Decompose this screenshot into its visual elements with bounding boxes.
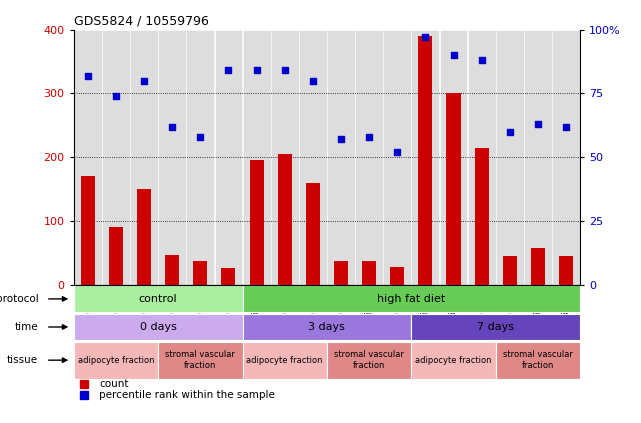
Text: 3 days: 3 days (308, 322, 345, 332)
FancyBboxPatch shape (74, 313, 242, 341)
Bar (496, 30, 524, 285)
Point (279, 67, 290, 74)
Point (308, 77, 318, 84)
Bar (74, 30, 102, 285)
Point (111, 93, 121, 99)
FancyBboxPatch shape (495, 342, 580, 379)
Bar (187, 30, 214, 285)
Point (223, 67, 233, 74)
Point (83, 72, 93, 79)
Bar (447, 93, 460, 285)
Bar (109, 228, 123, 285)
Point (139, 77, 149, 84)
Bar (271, 30, 299, 285)
Bar (221, 268, 235, 285)
FancyBboxPatch shape (158, 342, 242, 379)
Point (336, 136, 346, 143)
Bar (524, 30, 552, 285)
Bar (249, 160, 263, 285)
Bar (362, 261, 376, 285)
Bar (419, 36, 433, 285)
Bar (559, 256, 573, 285)
Point (167, 123, 178, 130)
Point (504, 128, 515, 135)
Bar (412, 30, 439, 285)
Bar (503, 256, 517, 285)
Point (449, 52, 459, 58)
Bar (531, 248, 545, 285)
Bar (468, 30, 495, 285)
Bar (158, 30, 186, 285)
FancyBboxPatch shape (412, 342, 495, 379)
FancyBboxPatch shape (74, 342, 158, 379)
Text: adipocyte fraction: adipocyte fraction (415, 356, 492, 365)
FancyBboxPatch shape (242, 286, 580, 312)
Text: 7 days: 7 days (477, 322, 514, 332)
Bar (474, 148, 488, 285)
Bar (390, 267, 404, 285)
Bar (215, 30, 242, 285)
Text: high fat diet: high fat diet (377, 294, 445, 304)
Text: stromal vascular
fraction: stromal vascular fraction (165, 351, 235, 370)
Bar (137, 189, 151, 285)
Point (533, 121, 543, 127)
Point (420, 34, 431, 41)
Bar (299, 30, 327, 285)
Text: stromal vascular
fraction: stromal vascular fraction (503, 351, 573, 370)
Text: count: count (99, 379, 129, 390)
Bar (102, 30, 130, 285)
Bar (194, 261, 207, 285)
Text: stromal vascular
fraction: stromal vascular fraction (334, 351, 404, 370)
Point (561, 123, 571, 130)
Text: 0 days: 0 days (140, 322, 176, 332)
Text: percentile rank within the sample: percentile rank within the sample (99, 390, 275, 400)
Text: tissue: tissue (7, 355, 38, 365)
FancyBboxPatch shape (74, 286, 242, 312)
Text: control: control (139, 294, 178, 304)
Text: time: time (15, 322, 38, 332)
Bar (243, 30, 271, 285)
Bar (327, 30, 355, 285)
Point (364, 133, 374, 140)
Point (195, 133, 205, 140)
Bar (334, 261, 348, 285)
Point (392, 149, 403, 156)
FancyBboxPatch shape (412, 313, 580, 341)
Point (476, 57, 487, 63)
Bar (306, 183, 320, 285)
Bar (552, 30, 580, 285)
Text: adipocyte fraction: adipocyte fraction (78, 356, 154, 365)
Bar (383, 30, 411, 285)
Bar (130, 30, 158, 285)
Bar (81, 176, 95, 285)
FancyBboxPatch shape (242, 342, 327, 379)
Bar (440, 30, 467, 285)
Bar (355, 30, 383, 285)
Point (251, 67, 262, 74)
Text: adipocyte fraction: adipocyte fraction (246, 356, 323, 365)
Bar (278, 154, 292, 285)
FancyBboxPatch shape (242, 313, 412, 341)
FancyBboxPatch shape (327, 342, 412, 379)
Text: protocol: protocol (0, 294, 38, 304)
Text: GDS5824 / 10559796: GDS5824 / 10559796 (74, 14, 208, 27)
Bar (165, 255, 179, 285)
